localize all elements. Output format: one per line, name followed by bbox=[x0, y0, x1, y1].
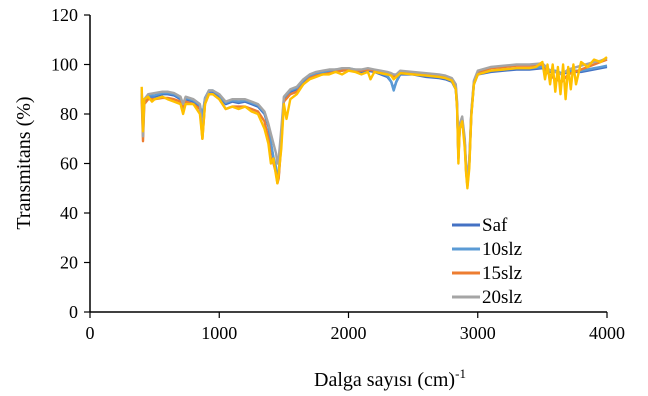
series-line-20slz bbox=[140, 57, 608, 182]
y-tick-label: 40 bbox=[60, 203, 78, 223]
x-axis-title-main: Dalga sayısı (cm) bbox=[314, 369, 455, 391]
y-tick-label: 80 bbox=[60, 104, 78, 124]
y-axis-title: Transmitans (%) bbox=[13, 96, 35, 229]
y-tick-label: 20 bbox=[60, 253, 78, 273]
legend-label-saf: Saf bbox=[482, 215, 508, 236]
y-tick-label: 120 bbox=[51, 5, 78, 25]
legend-label-20slz: 20slz bbox=[482, 287, 522, 308]
legend-label-15slz: 15slz bbox=[482, 263, 522, 284]
series-line-unnamed-4 bbox=[140, 56, 608, 190]
x-tick-label: 0 bbox=[86, 323, 95, 343]
x-axis-title-superscript: -1 bbox=[455, 366, 466, 381]
x-tick-label: 3000 bbox=[460, 323, 496, 343]
x-tick-label: 4000 bbox=[589, 323, 625, 343]
series-line-saf bbox=[140, 65, 608, 185]
x-tick-label: 1000 bbox=[201, 323, 237, 343]
y-tick-label: 60 bbox=[60, 154, 78, 174]
legend: Saf 10slz 15slz 20slz bbox=[452, 215, 522, 308]
x-tick-label: 2000 bbox=[331, 323, 367, 343]
legend-label-10slz: 10slz bbox=[482, 239, 522, 260]
y-tick-label: 0 bbox=[69, 302, 78, 322]
series-layer bbox=[140, 56, 608, 190]
y-tick-label: 100 bbox=[51, 55, 78, 75]
tick-layer: 0 1000 2000 3000 4000 0 20 40 60 80 100 120 bbox=[51, 5, 625, 343]
axis-layer bbox=[89, 15, 607, 313]
x-axis-title: Dalga sayısı (cm)-1 bbox=[314, 366, 466, 391]
series-line-15slz bbox=[140, 58, 608, 187]
series-line-10slz bbox=[140, 64, 608, 187]
